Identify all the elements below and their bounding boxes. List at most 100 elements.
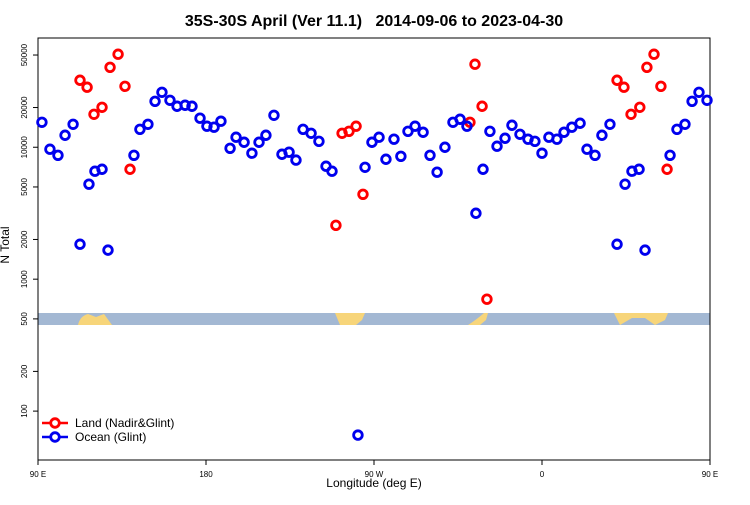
data-point bbox=[96, 163, 108, 175]
legend-label: Land (Nadir&Glint) bbox=[75, 416, 174, 430]
data-point bbox=[343, 125, 355, 137]
y-tick-label: 2000 bbox=[20, 230, 29, 248]
data-point bbox=[52, 149, 64, 161]
data-point bbox=[641, 61, 653, 73]
data-point bbox=[661, 163, 673, 175]
data-point bbox=[611, 238, 623, 250]
data-point bbox=[208, 121, 220, 133]
y-tick-label: 200 bbox=[20, 364, 29, 378]
ocean-band bbox=[38, 313, 710, 325]
data-point bbox=[439, 141, 451, 153]
data-point bbox=[186, 100, 198, 112]
data-point bbox=[224, 142, 236, 154]
data-point bbox=[268, 109, 280, 121]
data-point bbox=[313, 135, 325, 148]
data-point bbox=[693, 86, 705, 98]
data-point bbox=[142, 118, 154, 130]
data-point bbox=[330, 219, 342, 232]
y-tick-label: 20000 bbox=[20, 96, 29, 119]
data-point bbox=[124, 163, 136, 175]
land-shape bbox=[78, 314, 112, 325]
data-point bbox=[156, 86, 168, 98]
data-point bbox=[417, 126, 429, 138]
data-point bbox=[499, 132, 511, 144]
legend-marker bbox=[49, 417, 61, 429]
data-point bbox=[326, 165, 338, 177]
data-point bbox=[625, 108, 637, 120]
data-point bbox=[260, 129, 272, 141]
data-point bbox=[639, 244, 651, 256]
data-point bbox=[618, 81, 630, 93]
data-point bbox=[619, 178, 631, 190]
x-tick-label: 90 E bbox=[702, 470, 718, 479]
data-point bbox=[469, 58, 481, 70]
data-point bbox=[558, 126, 570, 138]
data-point bbox=[283, 146, 295, 158]
data-point bbox=[424, 149, 436, 161]
data-point bbox=[574, 117, 586, 129]
data-point bbox=[514, 128, 526, 140]
x-tick-label: 180 bbox=[199, 470, 213, 479]
data-point bbox=[96, 101, 108, 113]
x-axis-label: Longitude (deg E) bbox=[326, 476, 421, 490]
data-point bbox=[476, 100, 488, 112]
data-point bbox=[536, 147, 548, 159]
data-point bbox=[634, 101, 646, 113]
y-tick-label: 5000 bbox=[20, 178, 29, 196]
data-point bbox=[88, 108, 100, 120]
y-tick-label: 1000 bbox=[20, 270, 29, 288]
data-point bbox=[179, 99, 191, 111]
data-point bbox=[104, 61, 116, 73]
data-point bbox=[402, 125, 414, 137]
data-point bbox=[164, 94, 176, 106]
data-point bbox=[633, 163, 645, 175]
data-point bbox=[128, 149, 140, 161]
data-point bbox=[81, 81, 93, 93]
data-point bbox=[431, 166, 443, 178]
data-point bbox=[366, 136, 378, 148]
data-point bbox=[36, 116, 48, 128]
data-point bbox=[112, 48, 124, 60]
legend-marker bbox=[49, 431, 61, 443]
data-point bbox=[44, 143, 56, 155]
data-point bbox=[253, 136, 265, 148]
data-point bbox=[359, 161, 371, 173]
y-tick-label: 10000 bbox=[20, 136, 29, 159]
data-point bbox=[149, 95, 161, 107]
legend-label: Ocean (Glint) bbox=[75, 430, 146, 444]
data-point bbox=[246, 147, 258, 159]
data-point bbox=[604, 118, 616, 130]
data-point bbox=[686, 95, 698, 107]
data-point bbox=[461, 120, 473, 132]
y-axis-label: N Total bbox=[0, 226, 12, 263]
data-point bbox=[671, 123, 683, 135]
data-point bbox=[59, 129, 71, 141]
data-point bbox=[74, 74, 86, 86]
map-strip bbox=[38, 313, 710, 325]
data-point bbox=[83, 178, 95, 190]
land-shape bbox=[468, 313, 488, 325]
data-point bbox=[305, 127, 317, 139]
data-point bbox=[134, 123, 146, 135]
data-point bbox=[380, 153, 392, 165]
x-tick-label: 0 bbox=[540, 470, 545, 479]
data-point bbox=[477, 163, 489, 175]
land-shape bbox=[335, 313, 365, 325]
land-shape bbox=[614, 313, 668, 325]
data-point bbox=[238, 136, 250, 148]
data-point bbox=[194, 112, 206, 124]
data-point bbox=[201, 120, 213, 132]
data-point bbox=[290, 154, 302, 166]
data-point bbox=[506, 119, 518, 131]
data-point bbox=[589, 149, 601, 161]
data-point bbox=[215, 115, 227, 127]
chart-title: 35S-30S April (Ver 11.1) 2014-09-06 to 2… bbox=[185, 13, 563, 30]
data-point bbox=[701, 94, 713, 106]
data-point bbox=[352, 429, 364, 441]
data-point bbox=[357, 188, 369, 200]
data-point bbox=[551, 133, 563, 145]
data-point bbox=[491, 140, 503, 152]
x-tick-label: 90 E bbox=[30, 470, 46, 479]
data-point bbox=[679, 118, 691, 130]
